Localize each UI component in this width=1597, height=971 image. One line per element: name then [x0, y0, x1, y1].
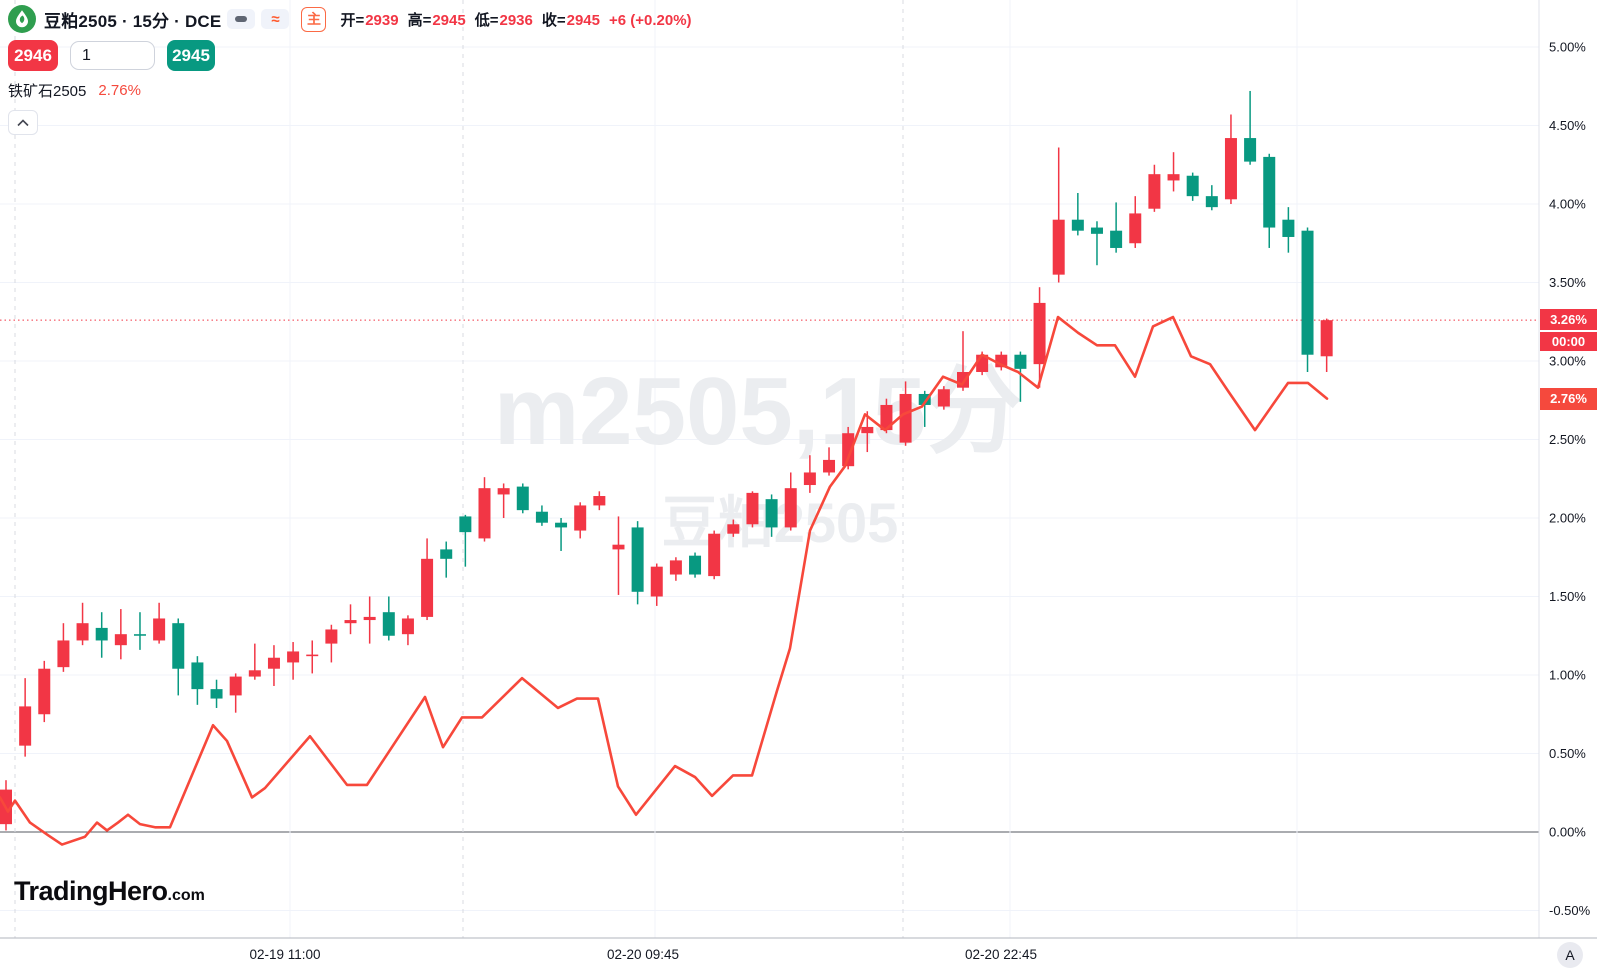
brand-logo: TradingHero .com: [14, 876, 205, 907]
font-size-button[interactable]: A: [1557, 942, 1583, 968]
compare-symbol-label: 铁矿石2505: [8, 83, 87, 100]
chart-header: 豆粕2505 · 15分 · DCE ≈ 主 开=2939 高=2945 低=293…: [8, 4, 701, 135]
svg-text:-0.50%: -0.50%: [1549, 903, 1591, 918]
svg-text:5.00%: 5.00%: [1549, 40, 1586, 55]
minimized-candle-icon: [235, 16, 248, 22]
high-value: 2945: [432, 11, 466, 29]
brand-suffix: .com: [167, 887, 205, 904]
ohlc-readout: 开=2939 高=2945 低=2936 收=2945 +6 (+0.20%): [340, 9, 700, 30]
svg-text:1.00%: 1.00%: [1549, 668, 1586, 683]
open-value: 2939: [365, 11, 399, 29]
compare-change-value: 2.76%: [98, 82, 141, 99]
svg-text:豆粕2505: 豆粕2505: [662, 491, 899, 554]
svg-text:02-19 11:00: 02-19 11:00: [249, 947, 320, 962]
svg-text:0.50%: 0.50%: [1549, 746, 1586, 761]
v-gridlines: [14, 0, 1298, 938]
svg-text:m2505,15分: m2505,15分: [494, 358, 1022, 465]
current-price-badge: 3.26%: [1540, 309, 1597, 331]
main-indicator-button[interactable]: 主: [301, 6, 327, 32]
candle-style-button[interactable]: [227, 9, 256, 29]
collapse-header-button[interactable]: [8, 110, 38, 135]
symbol-title: 豆粕2505 · 15分 · DCE: [44, 11, 222, 31]
svg-text:2.00%: 2.00%: [1549, 511, 1586, 526]
svg-text:4.50%: 4.50%: [1549, 118, 1586, 133]
svg-text:3.50%: 3.50%: [1549, 275, 1586, 290]
tradinghero-logo-icon: [8, 5, 36, 33]
price-axis-labels[interactable]: 5.00% 4.50% 4.00% 3.50% 3.00% 2.50% 2.00% 1.50%…: [1549, 40, 1591, 919]
svg-text:0.00%: 0.00%: [1549, 825, 1586, 840]
low-label: 低=: [474, 11, 499, 29]
svg-text:02-20 09:45: 02-20 09:45: [607, 947, 679, 962]
bar-countdown-badge: 00:00: [1540, 332, 1597, 352]
sell-price-button[interactable]: 2946: [8, 40, 58, 71]
compare-wave-icon: ≈: [271, 10, 280, 28]
low-value: 2936: [499, 11, 533, 29]
svg-text:4.00%: 4.00%: [1549, 197, 1586, 212]
quantity-input[interactable]: [70, 41, 155, 70]
close-value: 2945: [566, 11, 600, 29]
change-value: +6 (+0.20%): [609, 11, 692, 29]
h-gridlines: [0, 46, 1539, 911]
chevron-up-icon: [17, 118, 29, 126]
high-label: 高=: [407, 11, 432, 29]
open-label: 开=: [340, 11, 365, 29]
close-label: 收=: [541, 11, 566, 29]
candles-layer: [0, 90, 1333, 831]
compare-wave-button[interactable]: ≈: [261, 9, 290, 29]
svg-text:02-20 22:45: 02-20 22:45: [965, 947, 1037, 962]
svg-text:2.50%: 2.50%: [1549, 432, 1586, 447]
compare-price-badge: 2.76%: [1540, 387, 1597, 410]
compare-line-series: [0, 315, 1329, 846]
brand-name: TradingHero: [14, 876, 168, 906]
buy-price-button[interactable]: 2945: [167, 40, 215, 71]
svg-text:3.00%: 3.00%: [1549, 354, 1586, 369]
compare-legend-row[interactable]: 铁矿石2505 2.76%: [8, 80, 701, 101]
time-axis-labels[interactable]: 02-19 11:00 02-20 09:45 02-20 22:45: [249, 947, 1037, 962]
svg-text:1.50%: 1.50%: [1549, 589, 1586, 604]
